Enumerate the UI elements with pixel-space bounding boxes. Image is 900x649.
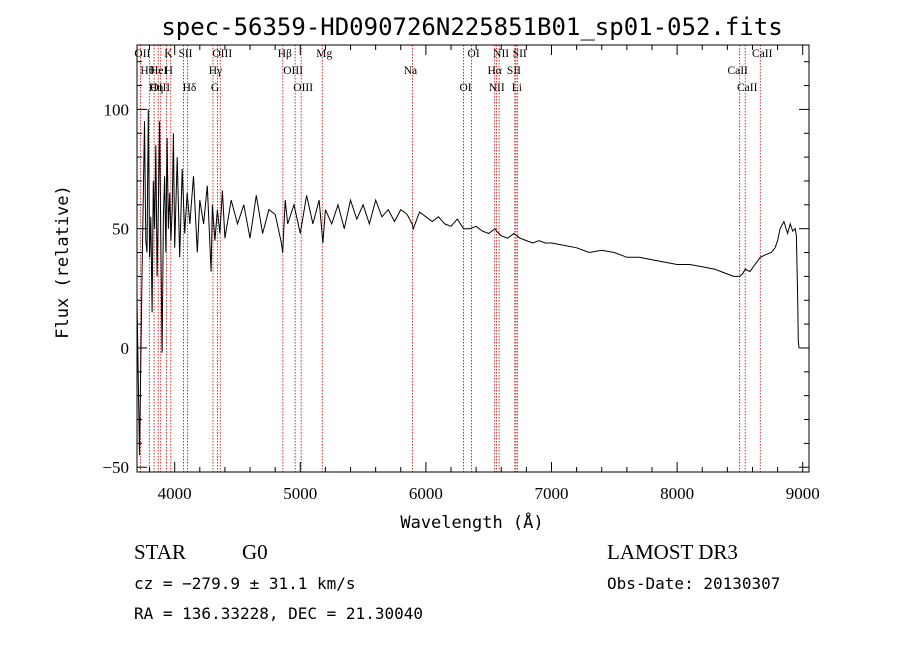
- reference-line-label: Hθ: [140, 65, 154, 77]
- reference-line-label: SII: [178, 48, 192, 60]
- chart-title: spec-56359-HD090726N225851B01_sp01-052.f…: [161, 13, 782, 41]
- reference-line-label: Hδ: [183, 82, 197, 94]
- reference-line-label: G: [211, 82, 219, 94]
- reference-line-label: CaII: [727, 65, 748, 77]
- x-tick-label: 8000: [660, 484, 694, 503]
- y-tick-label: 0: [121, 339, 130, 358]
- x-axis-ticks: 4000 5000 6000 7000 8000 9000: [149, 45, 820, 503]
- reference-lines: [139, 45, 761, 472]
- x-tick-label: 9000: [786, 484, 820, 503]
- y-axis-ticks: −50 0 50 100: [102, 61, 809, 477]
- reference-line-label: Hγ: [209, 65, 222, 77]
- x-tick-label: 7000: [535, 484, 569, 503]
- reference-line-label: OIII: [283, 65, 303, 77]
- object-class: STAR: [134, 540, 186, 564]
- reference-line-label: CaII: [737, 82, 758, 94]
- reference-line-label: OIII: [212, 48, 232, 60]
- y-tick-label: −50: [102, 458, 129, 477]
- y-axis-label: Flux (relative): [53, 185, 73, 339]
- y-tick-label: 50: [112, 220, 129, 239]
- x-axis-label: Wavelength (Å): [400, 511, 543, 533]
- reference-line-label: Li: [512, 82, 522, 94]
- reference-line-label: NII: [493, 48, 509, 60]
- redshift-velocity: cz = −279.9 ± 31.1 km/s: [134, 574, 356, 593]
- reference-line-labels: OII Hθ OIII K HeI Hη SII H Hδ OIII Hγ G Hβ OIII OIII Mg…: [134, 48, 772, 94]
- reference-line-label: OI: [460, 82, 472, 94]
- survey-name: LAMOST DR3: [607, 540, 738, 564]
- reference-line-label: Hη: [149, 82, 163, 94]
- reference-line-label: Na: [404, 65, 417, 77]
- reference-line-label: OI: [468, 48, 480, 60]
- reference-line-label: Mg: [316, 48, 332, 60]
- reference-line-label: Hα: [487, 65, 501, 77]
- y-tick-label: 100: [104, 100, 130, 119]
- reference-line-label: OIII: [293, 82, 313, 94]
- reference-line-label: HeI: [150, 65, 167, 77]
- reference-line-label: Hβ: [278, 48, 292, 60]
- observation-date: Obs-Date: 20130307: [607, 574, 780, 593]
- reference-line-label: NII: [489, 82, 505, 94]
- x-tick-label: 6000: [409, 484, 443, 503]
- reference-line-label: OIII: [150, 82, 170, 94]
- reference-line-label: CaII: [752, 48, 773, 60]
- flux-series-line: [136, 109, 800, 456]
- object-subclass: G0: [242, 540, 268, 564]
- plot-frame: [136, 44, 810, 473]
- x-tick-label: 4000: [158, 484, 192, 503]
- reference-line-label: K: [164, 48, 173, 60]
- reference-line-label: OII: [134, 48, 150, 60]
- coordinates: RA = 136.33228, DEC = 21.30040: [134, 604, 423, 623]
- reference-line-label: SII: [513, 48, 527, 60]
- reference-line-label: H: [165, 65, 173, 77]
- reference-line-label: SII: [507, 65, 521, 77]
- x-tick-label: 5000: [283, 484, 317, 503]
